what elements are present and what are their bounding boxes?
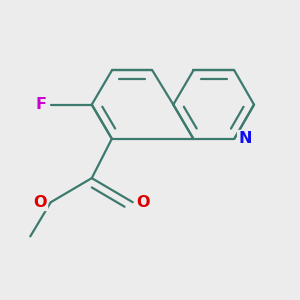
- Text: N: N: [238, 131, 252, 146]
- Text: O: O: [33, 195, 47, 210]
- Text: O: O: [137, 195, 150, 210]
- Text: F: F: [36, 97, 47, 112]
